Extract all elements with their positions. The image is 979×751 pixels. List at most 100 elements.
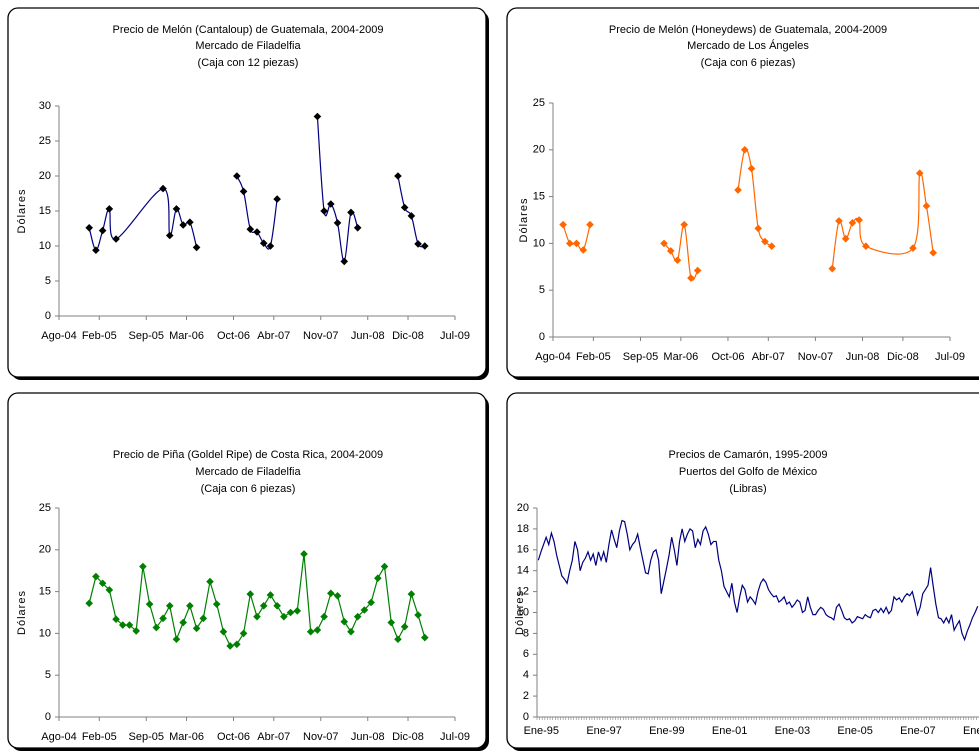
data-point — [239, 187, 248, 196]
chart-title: Precios de Camarón, 1995-2009 — [669, 449, 828, 461]
y-tick-label: 25 — [39, 502, 51, 514]
data-point — [286, 608, 295, 617]
chart-unit: (Caja con 12 piezas) — [198, 57, 299, 69]
x-tick-label: Feb-05 — [576, 351, 611, 363]
data-point — [407, 212, 416, 220]
data-point — [353, 612, 362, 621]
x-tick-label: Feb-05 — [82, 731, 117, 743]
x-tick-label: Jul-09 — [935, 351, 965, 363]
x-tick-label: Abr-07 — [752, 351, 785, 363]
data-point — [754, 224, 763, 233]
y-tick-label: 10 — [39, 240, 51, 252]
data-point — [313, 626, 322, 634]
data-point — [559, 220, 567, 229]
data-point — [233, 172, 241, 180]
data-point — [105, 586, 114, 594]
data-point — [327, 589, 335, 598]
data-point — [848, 219, 857, 227]
y-axis-title: Dólares — [16, 189, 28, 234]
data-point — [761, 237, 769, 246]
y-tick-label: 5 — [45, 669, 51, 681]
data-point — [159, 614, 167, 623]
data-point — [828, 264, 837, 273]
data-point — [835, 217, 843, 225]
chart-subtitle: Mercado de Filadelfia — [195, 40, 301, 52]
data-point — [172, 205, 181, 213]
data-point — [306, 627, 315, 636]
data-point — [233, 640, 241, 649]
x-tick-label: Nov-07 — [798, 351, 833, 363]
data-point — [192, 624, 201, 633]
data-point — [85, 599, 94, 608]
data-point — [259, 239, 268, 247]
y-tick-label: 0 — [45, 711, 51, 723]
data-point — [414, 611, 422, 619]
y-tick-label: 4 — [523, 669, 529, 681]
y-tick-label: 25 — [39, 135, 51, 147]
data-point — [673, 256, 682, 265]
data-point — [909, 244, 917, 252]
data-point — [333, 219, 342, 227]
chart-subtitle: Mercado de Los Ángeles — [687, 39, 809, 52]
chart-unit: (Caja con 6 piezas) — [201, 483, 296, 495]
chart-title: Precio de Piña (Goldel Ripe) de Costa Ri… — [113, 449, 383, 461]
x-tick-label: Sep-05 — [623, 351, 658, 363]
data-point — [767, 242, 776, 251]
y-tick-label: 15 — [39, 205, 51, 217]
data-point — [98, 226, 107, 235]
panel — [7, 392, 487, 749]
y-tick-label: 18 — [517, 523, 529, 535]
y-tick-label: 10 — [533, 237, 545, 249]
x-tick-label: Mar-06 — [169, 330, 204, 342]
series-line — [537, 519, 979, 642]
x-tick-label: Ene-09 — [963, 725, 979, 737]
data-point — [340, 617, 349, 626]
data-point — [92, 246, 100, 254]
data-point — [172, 635, 181, 644]
x-tick-label: Oct-06 — [711, 351, 744, 363]
data-point — [660, 239, 668, 248]
y-tick-label: 16 — [517, 544, 529, 556]
data-point — [693, 266, 702, 275]
x-tick-label: Ago-04 — [41, 731, 76, 743]
y-tick-label: 5 — [45, 275, 51, 287]
data-point — [92, 572, 100, 581]
data-point — [855, 216, 863, 224]
data-point — [734, 186, 742, 194]
y-tick-label: 20 — [517, 502, 529, 514]
data-point — [212, 600, 221, 608]
x-tick-label: Ene-97 — [586, 725, 621, 737]
data-point — [353, 224, 362, 232]
x-tick-label: Nov-07 — [303, 330, 338, 342]
x-tick-label: Mar-06 — [663, 351, 698, 363]
chart-subtitle: Mercado de Filadelfia — [195, 466, 301, 478]
data-point — [680, 220, 689, 229]
x-tick-label: Jul-09 — [440, 330, 470, 342]
data-point — [219, 627, 228, 636]
data-point — [85, 224, 94, 232]
data-point — [740, 146, 749, 154]
y-tick-label: 20 — [39, 544, 51, 556]
data-point — [347, 208, 355, 217]
data-point — [320, 207, 328, 215]
data-point — [394, 635, 402, 644]
x-tick-label: Sep-05 — [129, 330, 164, 342]
y-tick-label: 14 — [517, 565, 529, 577]
y-tick-label: 10 — [39, 627, 51, 639]
x-tick-label: Ene-01 — [712, 725, 747, 737]
data-point — [280, 612, 288, 621]
y-tick-label: 30 — [39, 100, 51, 112]
y-tick-label: 20 — [533, 144, 545, 156]
data-point — [566, 239, 574, 248]
panel — [7, 7, 487, 378]
data-point — [293, 607, 302, 615]
x-tick-label: Jun-08 — [846, 351, 880, 363]
x-tick-label: Jun-08 — [351, 330, 385, 342]
y-tick-label: 0 — [45, 310, 51, 322]
data-point — [862, 242, 870, 251]
data-point — [407, 590, 416, 598]
x-tick-label: Dic-08 — [887, 351, 919, 363]
data-point — [420, 242, 429, 250]
data-point — [132, 627, 140, 635]
